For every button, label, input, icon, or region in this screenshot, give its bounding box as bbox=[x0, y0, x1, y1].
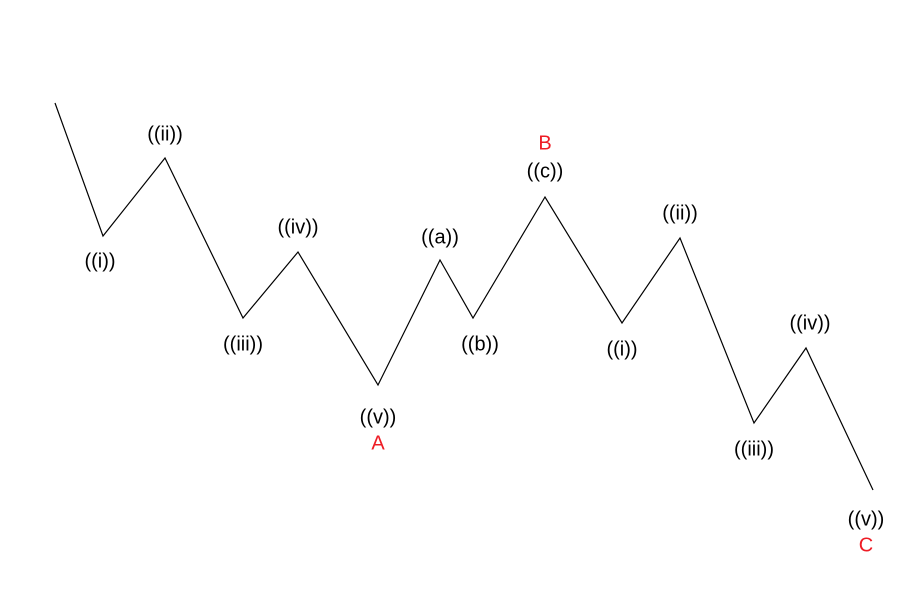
wave-label: ((ii)) bbox=[147, 124, 183, 147]
wave-label: ((ii)) bbox=[662, 203, 698, 226]
wave-label: ((v)) bbox=[848, 509, 885, 532]
wave-label: C bbox=[859, 535, 873, 558]
wave-label: A bbox=[371, 433, 384, 456]
wave-label: ((iv)) bbox=[789, 313, 830, 336]
wave-label: ((b)) bbox=[461, 334, 499, 357]
wave-label: ((c)) bbox=[527, 161, 564, 184]
wave-label: ((i)) bbox=[606, 339, 637, 362]
zigzag-line bbox=[0, 0, 900, 594]
wave-label: ((iii)) bbox=[734, 439, 774, 462]
wave-label: ((a)) bbox=[421, 227, 459, 250]
wave-label: ((v)) bbox=[360, 407, 397, 430]
wave-label: ((iii)) bbox=[223, 334, 263, 357]
wave-label: ((i)) bbox=[84, 251, 115, 274]
elliott-wave-diagram: ((i)) ((ii)) ((iii)) ((iv)) ((v)) A ((a)) ((b))… bbox=[0, 0, 900, 594]
wave-label: ((iv)) bbox=[277, 217, 318, 240]
wave-label: B bbox=[538, 133, 551, 156]
